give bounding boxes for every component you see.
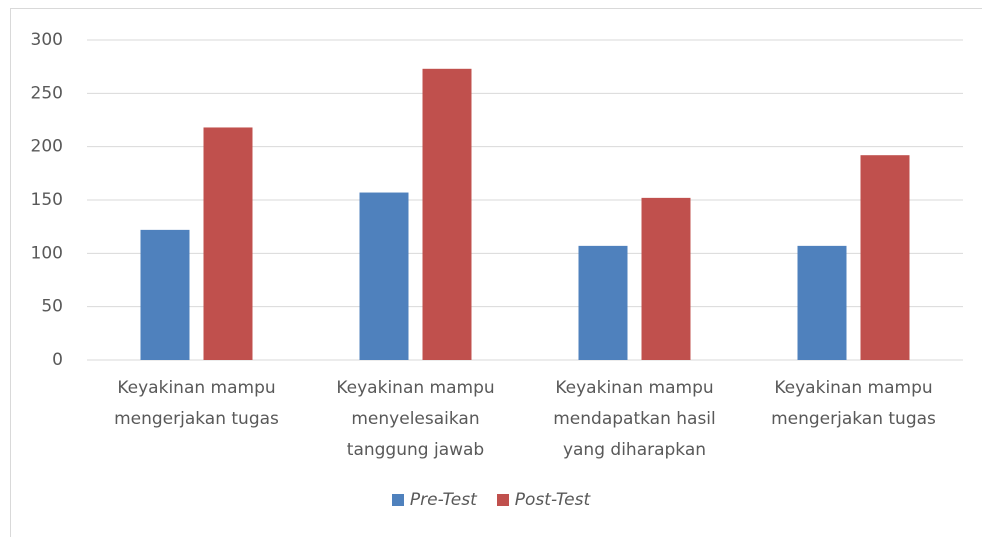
legend-swatch — [496, 494, 509, 506]
y-tick-label: 150 — [31, 190, 63, 210]
y-tick-label: 50 — [41, 297, 63, 317]
bar — [359, 192, 409, 360]
bar — [578, 245, 628, 360]
bar — [203, 127, 253, 360]
y-tick-label: 300 — [31, 30, 63, 50]
y-tick-label: 100 — [31, 243, 63, 263]
x-tick-label: Keyakinan mampu menyelesaikan tanggung j… — [336, 378, 495, 460]
legend: Pre-Test Post-Test — [0, 490, 982, 510]
bar — [641, 197, 691, 360]
bar — [140, 229, 190, 360]
chart-frame — [10, 8, 982, 537]
y-tick-label: 250 — [31, 83, 63, 103]
x-tick-label: Keyakinan mampu mengerjakan tugas — [771, 378, 936, 429]
y-tick-label: 0 — [52, 350, 63, 370]
bar — [860, 155, 910, 360]
legend-swatch — [391, 494, 404, 506]
x-tick-label: Keyakinan mampu mendapatkan hasil yang d… — [553, 378, 716, 460]
legend-label: Pre-Test — [409, 490, 477, 510]
bar — [422, 68, 472, 361]
legend-label: Post-Test — [514, 490, 591, 510]
legend-item: Post-Test — [496, 490, 591, 510]
legend-item: Pre-Test — [391, 490, 477, 510]
x-tick-label: Keyakinan mampu mengerjakan tugas — [114, 378, 279, 429]
y-tick-label: 200 — [31, 137, 63, 157]
bar — [797, 245, 847, 360]
